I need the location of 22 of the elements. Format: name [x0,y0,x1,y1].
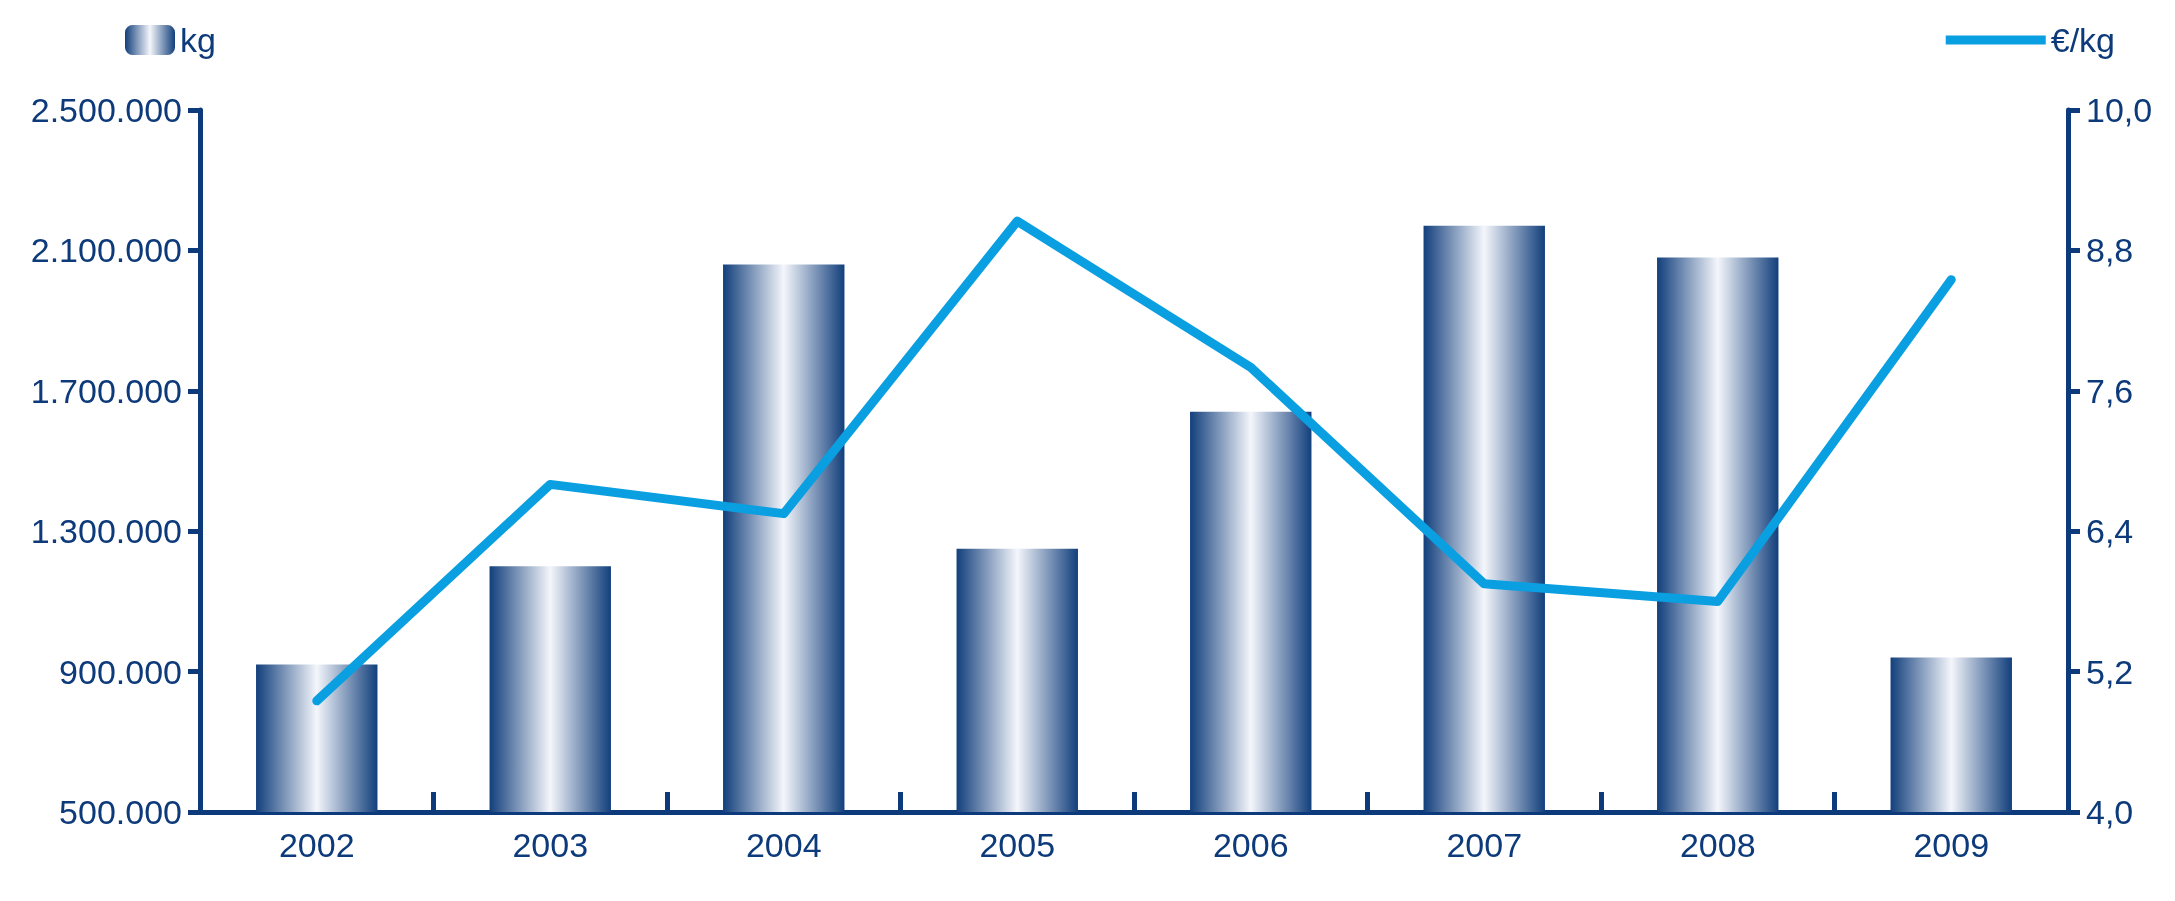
x-tick-label: 2003 [512,826,589,864]
y2-tick-label: 4,0 [2086,793,2134,831]
x-tick-label: 2007 [1446,826,1523,864]
y2-tick-label: 5,2 [2086,652,2134,691]
y-tick-label: 900.000 [59,652,182,691]
y-tick-label: 1.300.000 [30,512,182,551]
y-tick-label: 2.100.000 [30,231,182,270]
legend-label: kg [180,21,216,59]
x-tick-label: 2002 [278,826,355,864]
y-tick-label: 2.500.000 [30,91,182,129]
x-tick-label: 2005 [979,826,1056,864]
x-tick-label: 2008 [1679,826,1756,864]
legend-label: €/kg [2050,21,2115,59]
y2-tick-label: 8,8 [2086,231,2134,270]
x-tick-label: 2006 [1212,826,1289,864]
x-tick-label: 2004 [745,826,822,864]
x-tick-label: 2009 [1913,826,1990,864]
y2-tick-label: 7,6 [2086,371,2134,410]
y-tick-label: 500.000 [59,793,182,831]
y2-tick-label: 10,0 [2086,91,2153,129]
y-tick-label: 1.700.000 [30,371,182,410]
y2-tick-label: 6,4 [2086,512,2134,551]
